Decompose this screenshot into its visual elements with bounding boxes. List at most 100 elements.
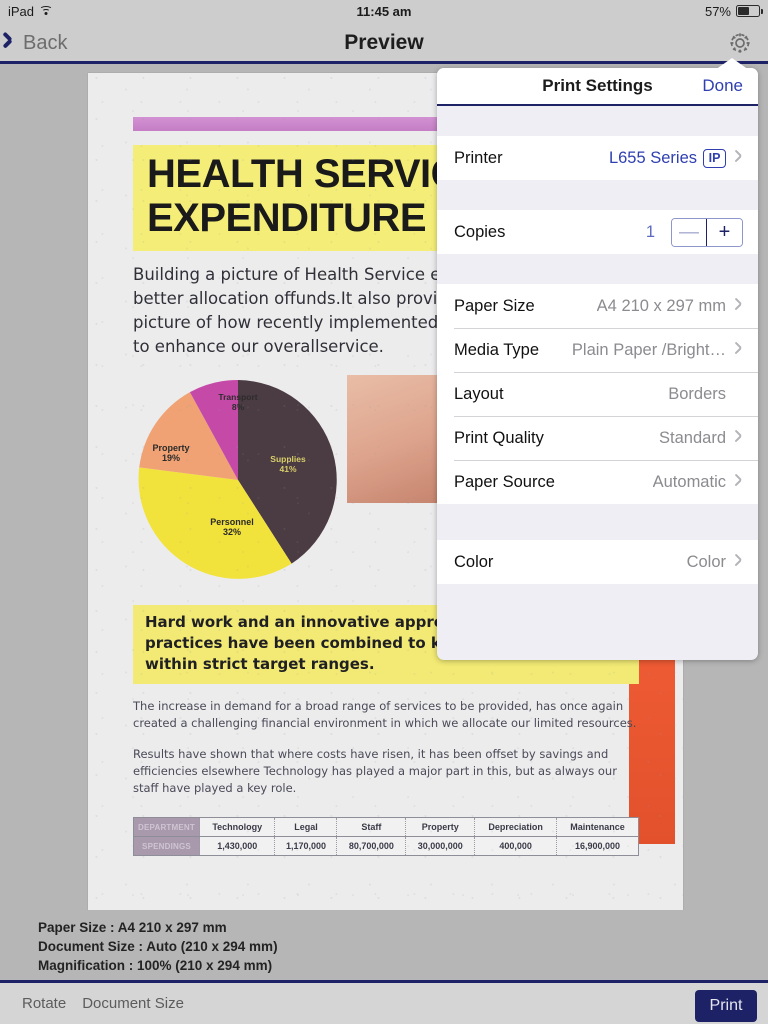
pie-label-personnel: Personnel 32% — [195, 517, 269, 538]
pie-label-supplies-name: Supplies — [270, 454, 306, 464]
pie-label-property: Property 19% — [139, 443, 203, 464]
page-info-block: Paper Size : A4 210 x 297 mm Document Si… — [38, 918, 458, 975]
row-paper-source[interactable]: Paper Source Automatic — [437, 460, 758, 504]
table-cell: 16,900,000 — [556, 836, 639, 856]
status-bar-right: 57% — [704, 3, 763, 19]
chevron-right-icon — [735, 343, 743, 357]
table-cell: 1,430,000 — [199, 836, 276, 856]
pie-label-personnel-name: Personnel — [210, 517, 254, 527]
copies-stepper[interactable]: — + — [671, 217, 743, 247]
print-options-group: Paper Size A4 210 x 297 mm Media Type Pl… — [437, 284, 758, 504]
row-media-type-label: Media Type — [454, 340, 539, 359]
pie-label-property-value: 19% — [161, 453, 180, 464]
ip-badge: IP — [703, 148, 726, 168]
row-paper-size[interactable]: Paper Size A4 210 x 297 mm — [437, 284, 758, 328]
done-button[interactable]: Done — [702, 76, 743, 95]
back-button[interactable]: Back — [8, 22, 67, 64]
info-magnification: Magnification : 100% (210 x 294 mm) — [38, 958, 273, 973]
table-header-cell: Staff — [336, 817, 407, 837]
color-group: Color Color — [437, 540, 758, 584]
back-button-label: Back — [23, 31, 68, 54]
chevron-right-icon — [735, 151, 743, 165]
row-printer-value: L655 Series — [608, 148, 697, 167]
row-printer-label: Printer — [454, 148, 503, 167]
row-color-label: Color — [454, 552, 494, 571]
status-bar: iPad 11:45 am 57% — [0, 0, 768, 22]
headline-line-1: HEALTH SERVICE — [147, 152, 486, 196]
row-print-quality[interactable]: Print Quality Standard — [437, 416, 758, 460]
document-size-button[interactable]: Document Size — [82, 995, 184, 1012]
rotate-button[interactable]: Rotate — [22, 995, 67, 1012]
minus-icon[interactable]: — — [672, 218, 708, 246]
info-document-size: Document Size : Auto (210 x 294 mm) — [38, 939, 278, 954]
row-color[interactable]: Color Color — [437, 540, 758, 584]
document-paragraph-1: The increase in demand for a broad range… — [133, 699, 637, 730]
row-print-quality-value: Standard — [659, 428, 726, 447]
headline-line-2: EXPENDITURE — [147, 196, 427, 240]
page-title: Preview — [344, 31, 424, 54]
table-header-cell: Legal — [274, 817, 338, 837]
popover-spacer — [437, 504, 758, 540]
row-paper-source-label: Paper Source — [454, 472, 555, 491]
popover-spacer — [437, 106, 758, 136]
popover-spacer — [437, 180, 758, 210]
copies-group: Copies 1 — + — [437, 210, 758, 254]
clock: 11:45 am — [356, 3, 412, 19]
chevron-right-icon — [735, 475, 743, 489]
table-cell: 400,000 — [474, 836, 558, 856]
row-printer[interactable]: Printer L655 Series IP — [437, 136, 758, 180]
row-print-quality-label: Print Quality — [454, 428, 544, 447]
pie-label-transport-name: Transport — [218, 392, 258, 402]
row-media-type[interactable]: Media Type Plain Paper /Bright… — [437, 328, 758, 372]
bottom-toolbar: Rotate Document Size Print — [0, 980, 768, 1024]
table-header-cell: Depreciation — [474, 817, 558, 837]
row-paper-size-label: Paper Size — [454, 296, 535, 315]
pie-label-supplies: Supplies 41% — [253, 454, 323, 475]
expenditure-pie-chart: Transport 8% Property 19% Personnel 32% — [133, 375, 343, 585]
pie-label-property-name: Property — [152, 443, 190, 453]
print-settings-popover: Print Settings Done Printer L655 Series … — [437, 68, 758, 660]
battery-icon — [736, 5, 763, 17]
row-paper-source-value: Automatic — [652, 472, 726, 491]
pie-label-supplies-value: 41% — [279, 463, 297, 474]
navigation-bar: Back Preview — [0, 22, 768, 64]
row-paper-size-value: A4 210 x 297 mm — [596, 296, 726, 315]
row-color-value: Color — [686, 552, 726, 571]
table-header-cell: Maintenance — [556, 817, 639, 837]
table-header-cell: Property — [405, 817, 476, 837]
table-row-header-department: DEPARTMENT — [133, 817, 200, 837]
chevron-right-icon — [735, 555, 743, 569]
printer-group: Printer L655 Series IP — [437, 136, 758, 180]
spending-table: DEPARTMENT Technology Legal Staff Proper… — [133, 817, 639, 856]
print-button[interactable]: Print — [695, 990, 757, 1022]
document-paragraph-2: Results have shown that where costs have… — [133, 747, 617, 795]
table-row: DEPARTMENT Technology Legal Staff Proper… — [133, 817, 639, 837]
chevron-right-icon — [735, 431, 743, 445]
popover-spacer — [437, 254, 758, 284]
table-cell: 30,000,000 — [405, 836, 476, 856]
row-media-type-value: Plain Paper /Bright… — [571, 340, 726, 359]
table-row: SPENDINGS 1,430,000 1,170,000 80,700,000… — [133, 836, 639, 856]
status-bar-left: iPad — [8, 3, 53, 19]
pie-label-transport-value: 8% — [231, 401, 245, 412]
info-paper-size: Paper Size : A4 210 x 297 mm — [38, 920, 227, 935]
device-name: iPad — [8, 3, 35, 19]
plus-icon[interactable]: + — [707, 218, 742, 246]
row-printer-value-wrap: L655 Series IP — [608, 148, 726, 168]
copies-value: 1 — [645, 222, 655, 241]
pie-label-personnel-value: 32% — [222, 527, 241, 538]
row-layout-value: Borders — [668, 384, 726, 403]
table-header-cell: Technology — [199, 817, 276, 837]
popover-title: Print Settings — [542, 76, 653, 95]
battery-percent: 57% — [704, 3, 731, 19]
wifi-icon — [39, 5, 53, 17]
table-cell: 1,170,000 — [274, 836, 338, 856]
row-copies-label: Copies — [454, 222, 506, 241]
row-layout[interactable]: Layout Borders — [437, 372, 758, 416]
table-row-header-spendings: SPENDINGS — [133, 836, 200, 856]
row-layout-label: Layout — [454, 384, 504, 403]
gear-icon[interactable] — [726, 29, 754, 57]
row-copies[interactable]: Copies 1 — + — [437, 210, 758, 254]
table-cell: 80,700,000 — [336, 836, 407, 856]
